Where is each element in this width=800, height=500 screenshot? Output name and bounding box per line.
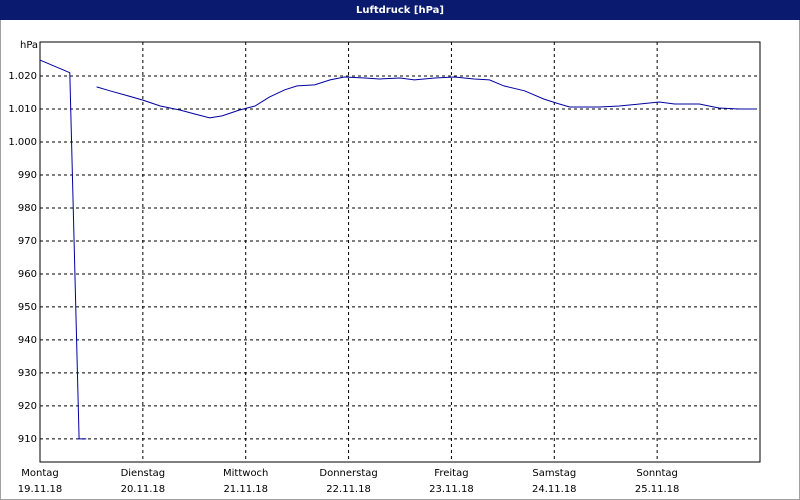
y-tick-label: 910 xyxy=(18,434,37,445)
x-tick-date: 22.11.18 xyxy=(326,484,371,495)
x-tick-date: 24.11.18 xyxy=(532,484,577,495)
y-tick-label: 990 xyxy=(18,170,37,181)
y-tick-label: 1.000 xyxy=(8,137,37,148)
x-tick-date: 21.11.18 xyxy=(223,484,268,495)
x-tick-label: Samstag xyxy=(532,468,576,479)
x-tick-label: Freitag xyxy=(434,468,468,479)
x-tick-label: Montag xyxy=(21,468,58,479)
title-bar xyxy=(0,0,800,20)
x-tick-label: Donnerstag xyxy=(319,468,377,479)
x-tick-date: 25.11.18 xyxy=(635,484,680,495)
x-tick-label: Dienstag xyxy=(121,468,166,479)
y-tick-label: 940 xyxy=(18,335,37,346)
y-tick-label: 950 xyxy=(18,302,37,313)
x-tick-date: 23.11.18 xyxy=(429,484,474,495)
plot-border xyxy=(39,41,761,463)
y-tick-label: 960 xyxy=(18,269,37,280)
y-tick-label: 920 xyxy=(18,401,37,412)
x-tick-date: 19.11.18 xyxy=(18,484,63,495)
y-tick-label: 930 xyxy=(18,368,37,379)
x-tick-label: Mittwoch xyxy=(223,468,268,479)
x-tick-label: Sonntag xyxy=(636,468,678,479)
y-tick-label: 980 xyxy=(18,203,37,214)
y-tick-label: 1.010 xyxy=(8,104,37,115)
x-tick-date: 20.11.18 xyxy=(121,484,166,495)
data-line xyxy=(39,59,756,440)
y-tick-label: 970 xyxy=(18,236,37,247)
y-axis-label: hPa xyxy=(20,40,38,51)
chart-title: Luftdruck [hPa] xyxy=(356,5,444,16)
y-tick-label: 1.020 xyxy=(8,71,37,82)
